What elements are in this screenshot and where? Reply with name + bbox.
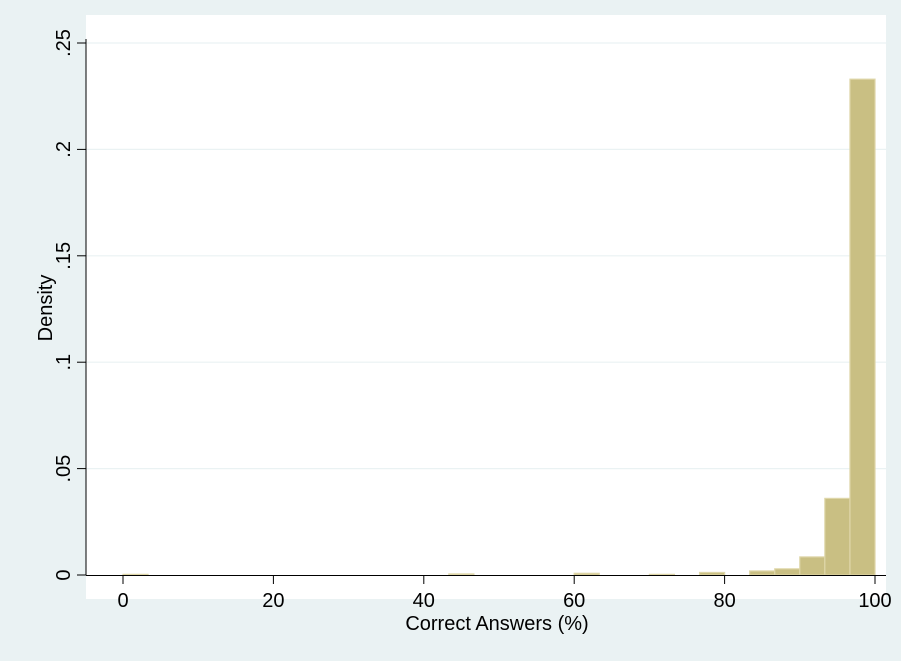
y-tick-label: .2	[53, 141, 75, 158]
histogram-bars	[122, 78, 876, 576]
axes: 0 20 40 60 80 100 0 .05 .1 .15 .2 .25	[53, 29, 892, 612]
y-tick-label: .25	[53, 29, 75, 57]
histogram-bar	[849, 78, 876, 576]
x-tick-label: 0	[117, 590, 128, 612]
y-tick-label: .1	[53, 354, 75, 371]
x-tick-label: 20	[262, 590, 284, 612]
histogram-bar	[799, 556, 826, 576]
x-tick-label: 80	[713, 590, 735, 612]
y-axis-title: Density	[35, 275, 57, 342]
histogram-bar	[573, 572, 600, 576]
histogram-bar	[749, 570, 776, 576]
histogram-bar	[122, 573, 149, 576]
x-tick-label: 40	[413, 590, 435, 612]
plot-area	[86, 15, 886, 599]
x-tick-label: 60	[563, 590, 585, 612]
x-axis-title: Correct Answers (%)	[405, 613, 588, 635]
x-tick-label: 100	[858, 590, 891, 612]
y-tick-label: 0	[53, 569, 75, 580]
histogram-bar	[698, 571, 726, 576]
histogram-bar	[648, 573, 676, 576]
y-tick-label: .05	[53, 455, 75, 483]
gridlines	[86, 42, 886, 470]
y-tick-label: .15	[53, 242, 75, 270]
histogram-bar	[448, 573, 475, 576]
histogram-bar	[824, 497, 851, 576]
histogram-bar	[774, 568, 801, 576]
